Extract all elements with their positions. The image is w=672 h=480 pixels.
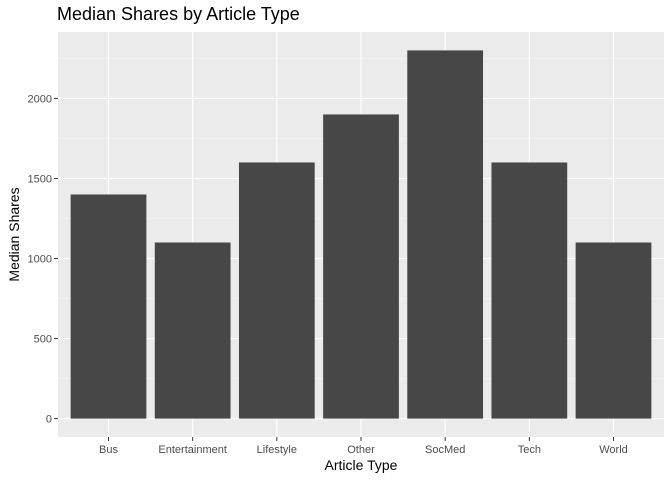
x-tick-label-entertainment: Entertainment bbox=[158, 444, 226, 456]
bar-lifestyle bbox=[238, 162, 315, 419]
y-tick-label: 1000 bbox=[28, 254, 52, 266]
x-tick-label-other: Other bbox=[347, 444, 375, 456]
x-tick-label-socmed: SocMed bbox=[425, 444, 465, 456]
bar-other bbox=[323, 114, 399, 419]
y-tick-label: 2000 bbox=[28, 93, 52, 105]
bar-socmed bbox=[407, 50, 484, 419]
y-tick-label: 0 bbox=[46, 414, 52, 426]
bar-world bbox=[575, 242, 652, 419]
y-axis-title: Median Shares bbox=[6, 187, 22, 281]
x-tick-label-bus: Bus bbox=[99, 444, 118, 456]
x-axis: Bus Entertainment Lifestyle Other SocMed Tech… bbox=[99, 437, 628, 456]
y-tick-label: 1500 bbox=[28, 173, 52, 185]
x-axis-title: Article Type bbox=[325, 457, 398, 473]
x-tick-label-lifestyle: Lifestyle bbox=[257, 444, 297, 456]
chart-title: Median Shares by Article Type bbox=[57, 4, 300, 24]
y-axis: 0 500 1000 1500 2000 bbox=[28, 93, 58, 426]
bar-bus bbox=[70, 194, 147, 419]
x-tick-label-world: World bbox=[599, 444, 628, 456]
y-tick-label: 500 bbox=[34, 334, 52, 346]
x-tick-label-tech: Tech bbox=[518, 444, 541, 456]
bars bbox=[70, 50, 652, 419]
bar-tech bbox=[491, 162, 568, 419]
bar-entertainment bbox=[154, 242, 231, 419]
